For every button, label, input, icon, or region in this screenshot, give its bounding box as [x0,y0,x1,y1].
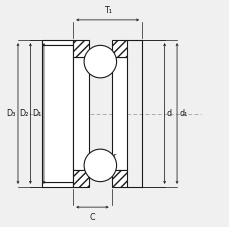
Text: r: r [74,170,77,179]
Text: D₁: D₁ [32,109,41,118]
Bar [73,170,89,187]
Bar [41,45,73,182]
Bar [111,57,127,170]
Text: D₂: D₂ [19,109,28,118]
Text: T₁: T₁ [103,6,111,15]
Bar [111,170,127,187]
Text: C: C [89,213,95,222]
Text: d₁: d₁ [179,109,187,118]
Bar [73,57,89,170]
Text: D₃: D₃ [6,109,16,118]
Text: r: r [112,152,116,161]
Bar [111,40,127,57]
Circle shape [84,45,116,78]
Bar [73,40,89,57]
Circle shape [84,149,116,182]
Text: d: d [166,109,171,118]
Bar [41,182,73,187]
Bar [41,40,73,45]
